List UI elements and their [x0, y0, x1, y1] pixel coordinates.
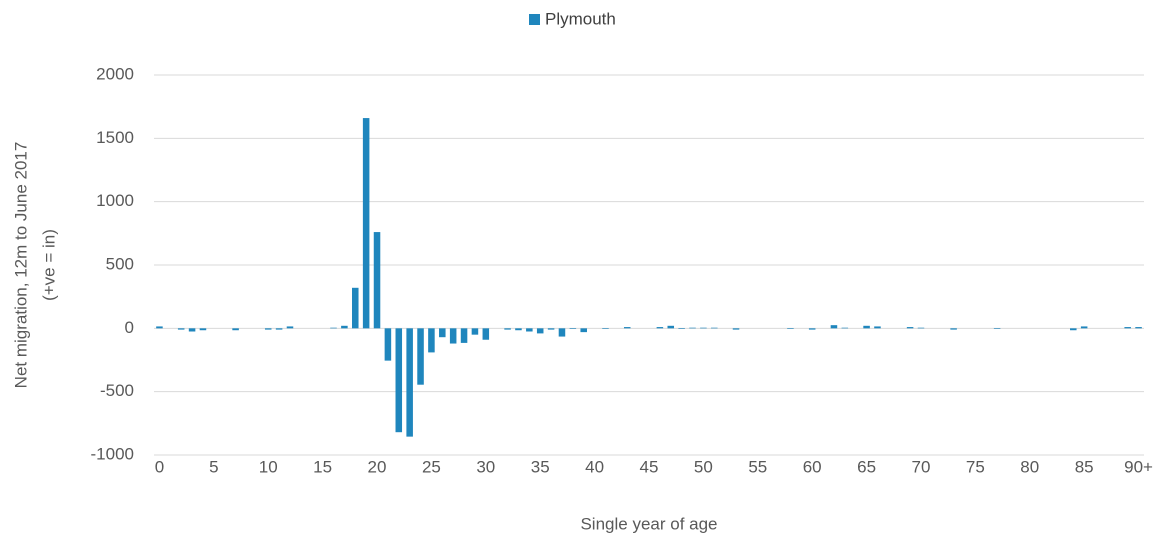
bar — [330, 327, 337, 329]
bar — [439, 328, 446, 338]
bar — [417, 328, 424, 385]
y-axis-title: (+ve = in) — [39, 229, 58, 301]
y-axis-title: Net migration, 12m to June 2017 — [11, 142, 30, 389]
bar — [264, 328, 272, 330]
bar — [384, 328, 392, 361]
x-axis-title: Single year of age — [580, 514, 717, 533]
bar — [863, 325, 870, 329]
bar — [1135, 327, 1142, 329]
bar — [373, 232, 381, 329]
bar — [177, 328, 185, 330]
bar — [1070, 328, 1077, 331]
y-tick-label: -500 — [100, 381, 134, 400]
x-tick-label: 70 — [912, 457, 931, 476]
bar — [917, 327, 925, 329]
bar — [362, 118, 370, 329]
y-tick-label: 500 — [106, 254, 134, 273]
bar — [199, 328, 207, 331]
y-tick-label: 1500 — [96, 128, 134, 147]
bar — [874, 326, 881, 329]
bar — [406, 328, 413, 437]
bar — [1124, 327, 1131, 329]
x-tick-label: 60 — [803, 457, 822, 476]
bar — [732, 328, 740, 330]
bar — [558, 328, 566, 337]
bar — [580, 328, 587, 333]
bar — [787, 328, 794, 329]
x-tick-label: 90+ — [1124, 457, 1153, 476]
bar — [526, 328, 533, 332]
x-tick-label: 40 — [585, 457, 604, 476]
bar — [352, 287, 359, 329]
legend-swatch — [529, 14, 540, 25]
bar — [602, 328, 609, 329]
bar — [449, 328, 457, 344]
bar — [689, 327, 696, 329]
bar — [700, 327, 707, 329]
x-tick-label: 35 — [531, 457, 550, 476]
bar — [428, 328, 435, 353]
bar — [156, 326, 163, 329]
bar — [993, 328, 1001, 329]
bar — [395, 328, 403, 433]
x-tick-label: 5 — [209, 457, 218, 476]
bar — [1080, 326, 1088, 329]
bar — [656, 327, 664, 329]
bar — [471, 328, 479, 335]
x-tick-label: 20 — [368, 457, 387, 476]
bar — [950, 328, 957, 330]
bar — [536, 328, 544, 334]
bar — [569, 328, 577, 329]
y-tick-label: 0 — [125, 318, 134, 337]
x-tick-label: 55 — [748, 457, 767, 476]
x-tick-label: 0 — [155, 457, 164, 476]
x-tick-label: 65 — [857, 457, 876, 476]
bar — [188, 328, 196, 332]
bar — [275, 328, 283, 330]
bar — [830, 325, 838, 329]
x-tick-label: 10 — [259, 457, 278, 476]
y-tick-label: 2000 — [96, 64, 134, 83]
bar — [504, 328, 511, 330]
bar — [460, 328, 468, 343]
bar — [547, 328, 555, 330]
x-tick-label: 85 — [1075, 457, 1094, 476]
bar — [906, 327, 914, 329]
y-tick-label: 1000 — [96, 191, 134, 210]
y-tick-label: -1000 — [91, 444, 134, 463]
x-tick-label: 25 — [422, 457, 441, 476]
bar — [841, 327, 849, 329]
bar — [667, 325, 675, 329]
bar — [623, 327, 631, 329]
bar — [232, 328, 239, 331]
legend-label: Plymouth — [545, 9, 616, 28]
x-tick-label: 30 — [476, 457, 495, 476]
x-tick-label: 80 — [1020, 457, 1039, 476]
x-tick-label: 75 — [966, 457, 985, 476]
x-tick-label: 15 — [313, 457, 332, 476]
x-tick-label: 50 — [694, 457, 713, 476]
bar — [341, 325, 348, 329]
x-tick-label: 45 — [640, 457, 659, 476]
bar — [286, 326, 294, 329]
bar — [678, 328, 685, 329]
bar — [482, 328, 490, 340]
bar — [808, 328, 816, 330]
bar — [711, 327, 718, 329]
bar — [515, 328, 522, 331]
